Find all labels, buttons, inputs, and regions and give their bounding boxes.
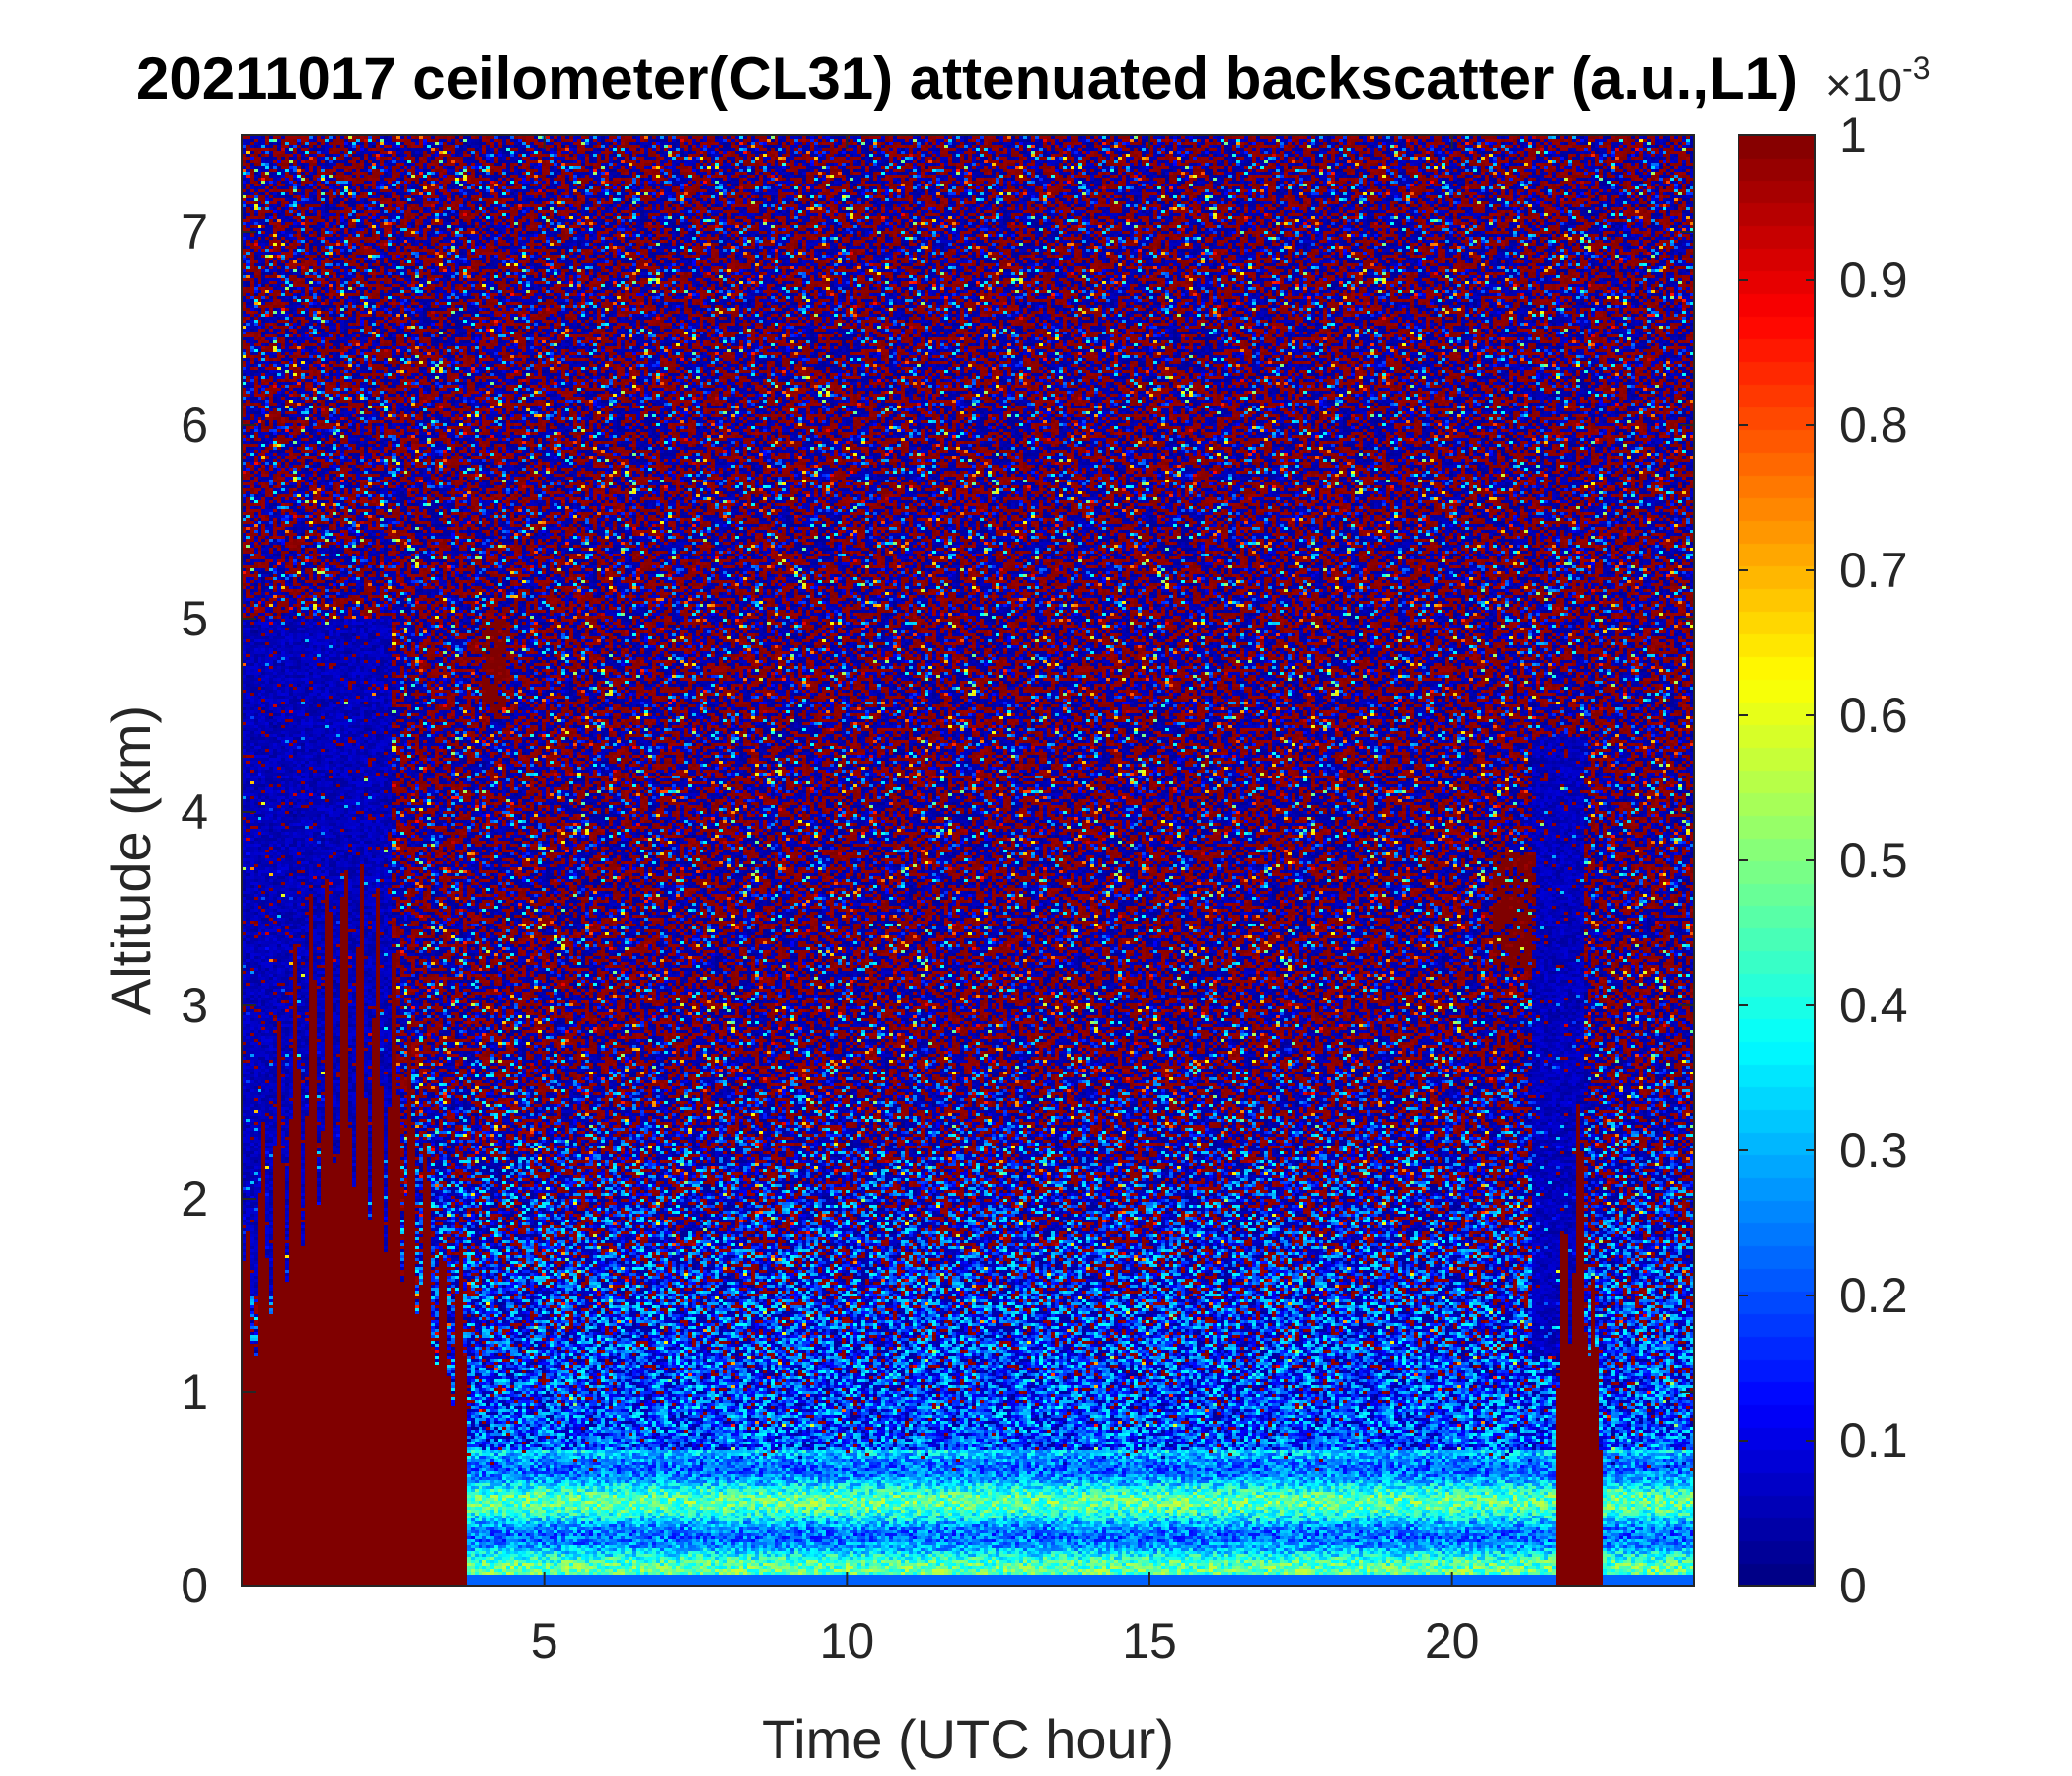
colorbar-tick-label: 0.1 <box>1839 1413 1908 1468</box>
y-tick-label: 5 <box>181 591 208 646</box>
colorbar-tick-label: 0 <box>1839 1558 1867 1613</box>
colorbar-ticks: 0 0.1 0.2 0.3 0.4 0.5 0.6 0.7 0.8 0.9 1 <box>1739 108 1908 1613</box>
colorbar-exponent-power: -3 <box>1902 50 1930 86</box>
plot-area <box>241 134 1695 1587</box>
x-tick-label: 5 <box>531 1613 558 1668</box>
chart-title: 20211017 ceilometer(CL31) attenuated bac… <box>136 45 1798 111</box>
y-tick-label: 0 <box>181 1558 208 1613</box>
colorbar-tick-label: 0.6 <box>1839 688 1908 743</box>
y-tick-label: 1 <box>181 1365 208 1420</box>
colorbar-exponent: ×10-3 <box>1825 50 1930 111</box>
plot-frame <box>241 134 1695 1587</box>
y-axis-label: Altitude (km) <box>100 705 162 1015</box>
colorbar-tick-label: 0.5 <box>1839 833 1908 888</box>
y-tick-label: 3 <box>181 978 208 1033</box>
x-tick-label: 15 <box>1122 1613 1177 1668</box>
y-tick-label: 7 <box>181 204 208 259</box>
y-axis: 0 1 2 3 4 5 6 7 <box>181 204 1694 1613</box>
colorbar-tick-label: 0.9 <box>1839 253 1908 308</box>
colorbar-gradient-container <box>1739 135 1815 1586</box>
colorbar-tick-label: 0.2 <box>1839 1268 1908 1323</box>
colorbar: 0 0.1 0.2 0.3 0.4 0.5 0.6 0.7 0.8 0.9 1 ×10-3 <box>1738 50 1930 1613</box>
colorbar-exponent-base: ×10 <box>1825 59 1902 111</box>
colorbar-tick-label: 0.4 <box>1839 978 1908 1033</box>
colorbar-gradient <box>1739 135 1815 1586</box>
x-axis-label: Time (UTC hour) <box>762 1708 1174 1770</box>
x-axis: 5 10 15 20 <box>531 135 1480 1668</box>
y-tick-label: 2 <box>181 1171 208 1226</box>
y-tick-label: 6 <box>181 398 208 453</box>
colorbar-tick-label: 1 <box>1839 108 1867 163</box>
colorbar-tick-label: 0.7 <box>1839 543 1908 598</box>
heatmap-image <box>242 135 1694 1586</box>
heatmap-image-container <box>242 135 1694 1586</box>
colorbar-tick-label: 0.8 <box>1839 398 1908 453</box>
colorbar-tick-label: 0.3 <box>1839 1123 1908 1178</box>
y-tick-label: 4 <box>181 784 208 840</box>
x-tick-label: 10 <box>820 1613 875 1668</box>
x-tick-label: 20 <box>1425 1613 1480 1668</box>
